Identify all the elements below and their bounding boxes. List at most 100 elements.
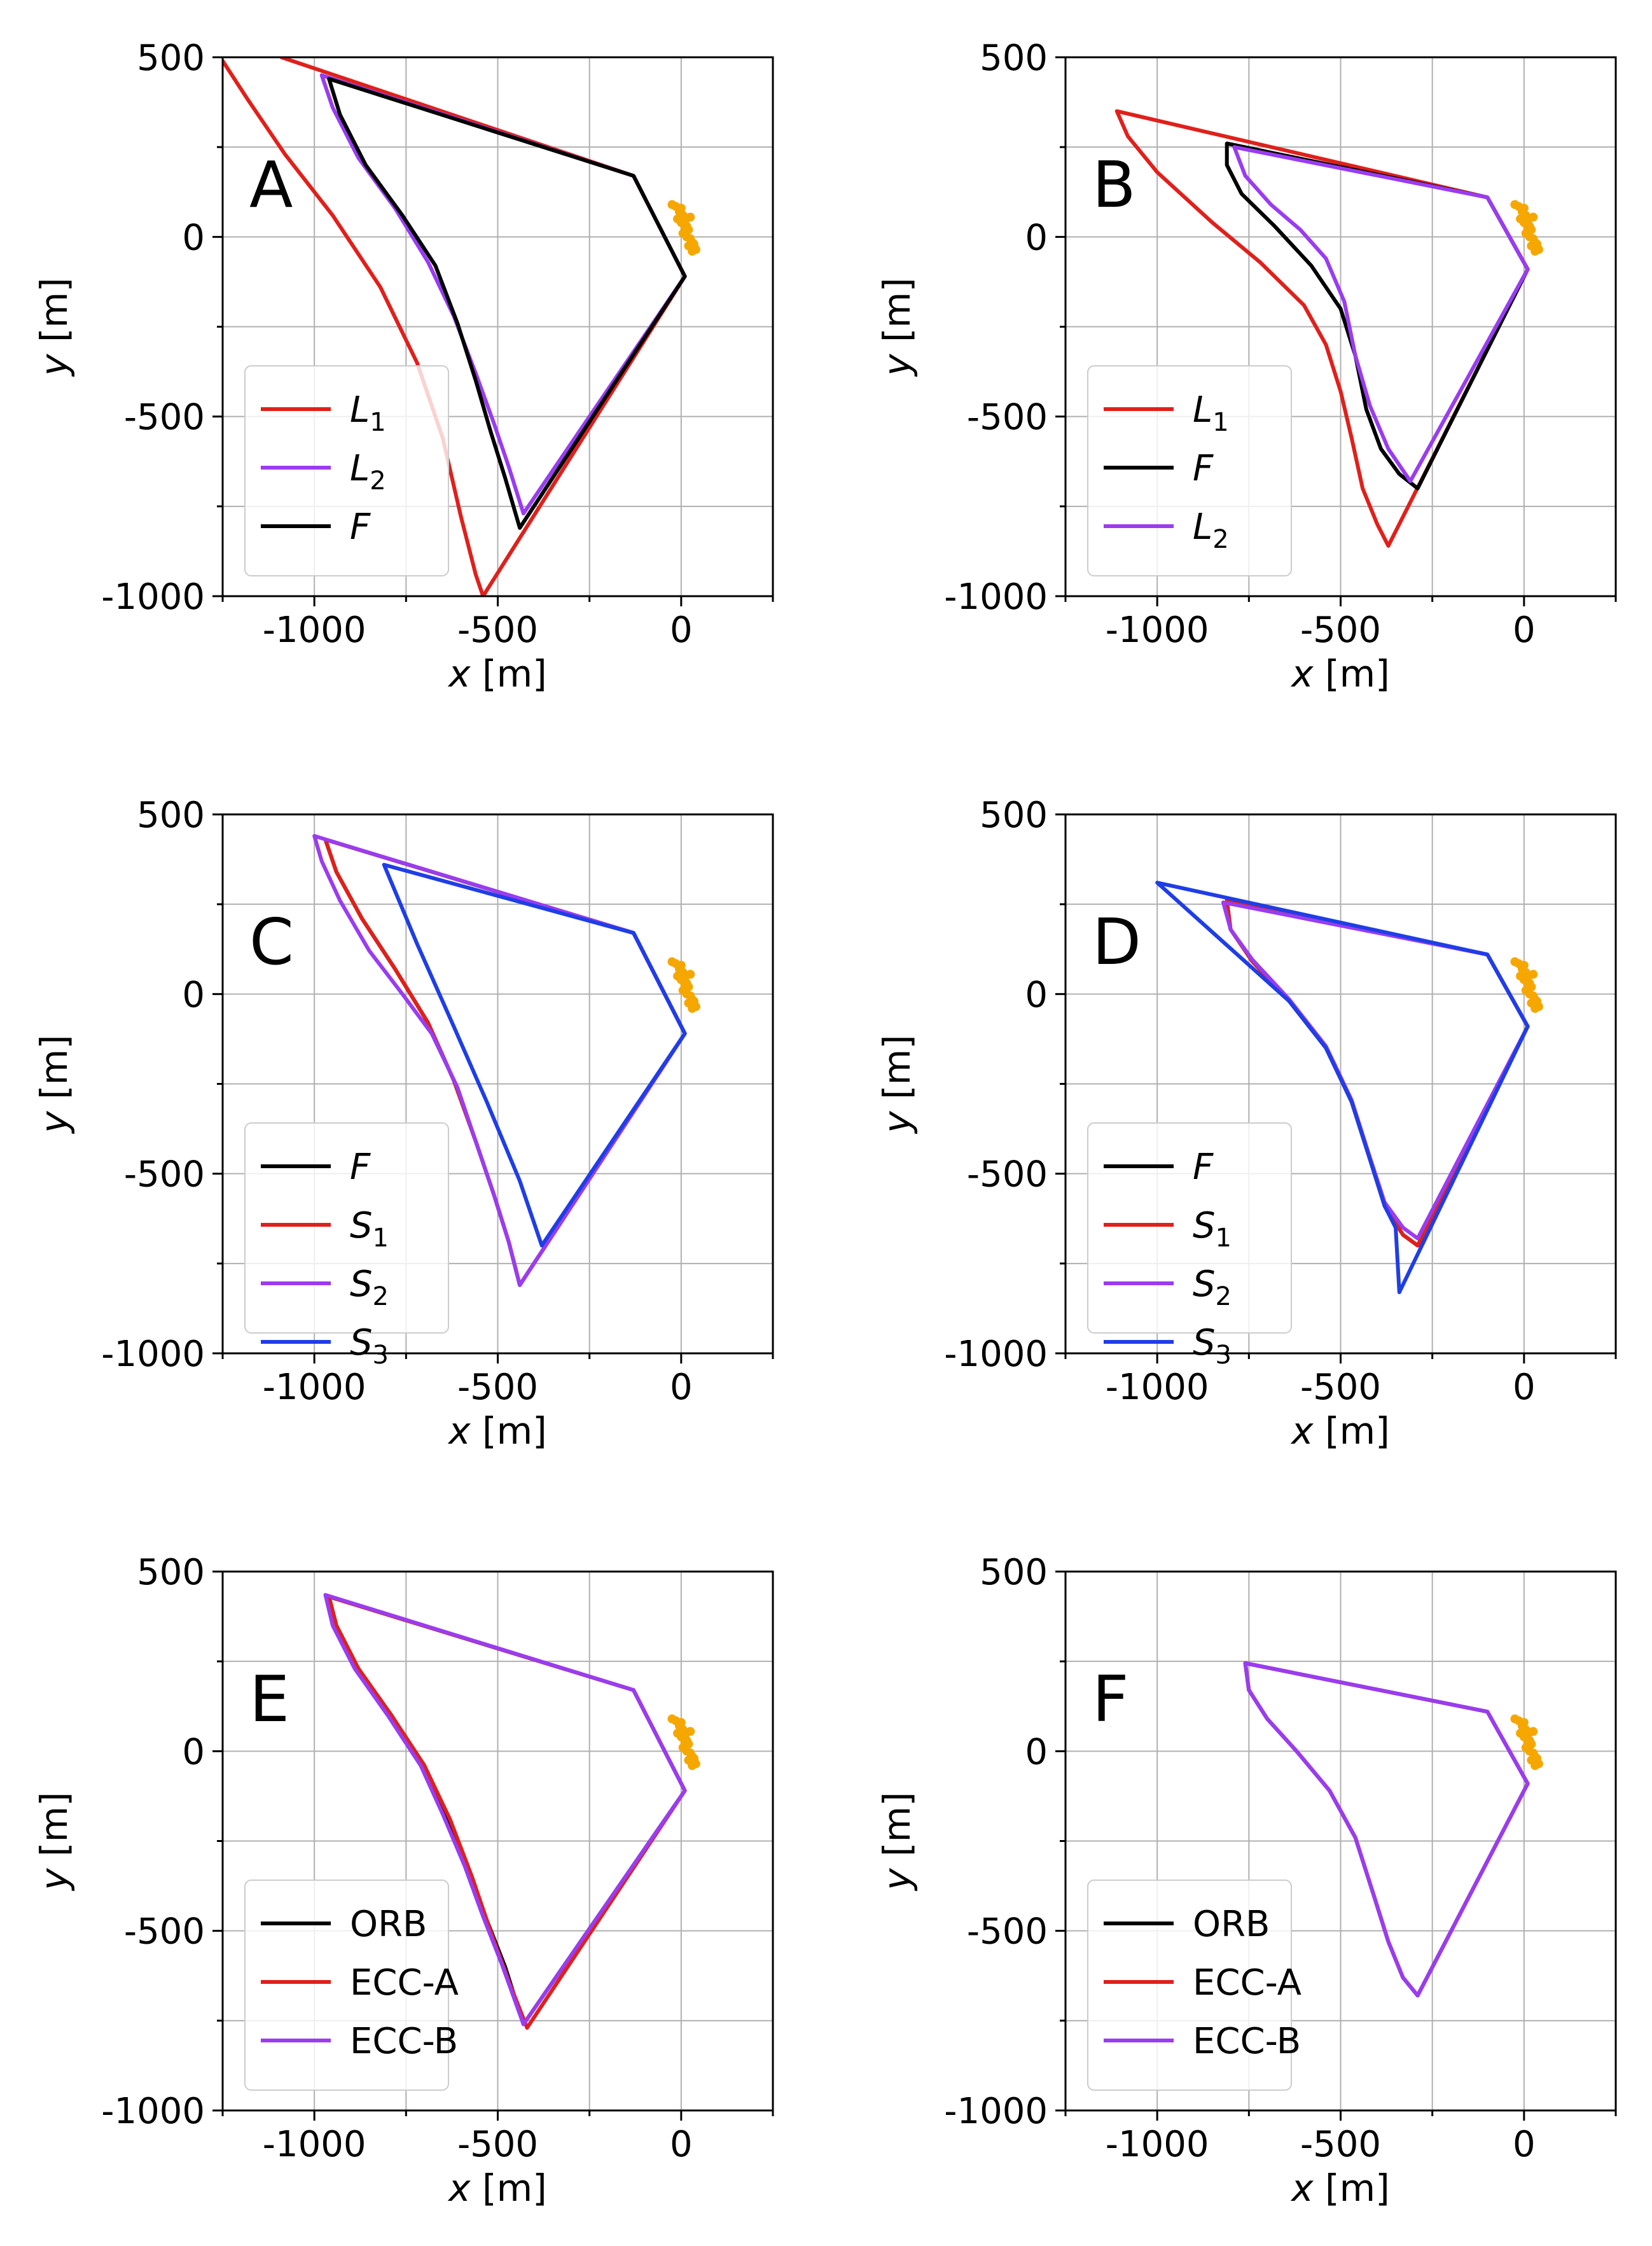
legend-label-main: ECC-A <box>350 1962 459 2004</box>
y-axis-label: y [m] <box>875 1035 919 1134</box>
x-axis-var: x <box>1290 652 1314 695</box>
target-point <box>680 980 690 990</box>
series-line-F <box>327 76 687 530</box>
legend-label-sub: 3 <box>373 1341 389 1370</box>
legend-label-main: L <box>350 448 370 489</box>
y-axis-var: y <box>32 1868 76 1892</box>
legend-label-sub: 2 <box>373 1282 389 1311</box>
series-line-S3 <box>382 863 687 1248</box>
series-line-ECC-B <box>323 1593 687 2026</box>
target-point <box>686 970 695 979</box>
target-point <box>1529 1727 1538 1736</box>
y-tick-label: 0 <box>1025 974 1048 1015</box>
series-line-S3 <box>1155 881 1530 1294</box>
target-points <box>667 957 700 1013</box>
legend-label-main: L <box>1193 506 1212 548</box>
panel-letter: A <box>249 148 293 222</box>
y-axis-unit: [m] <box>875 1035 919 1111</box>
x-axis-label: x [m] <box>1290 652 1390 695</box>
y-tick-label: 0 <box>1025 1731 1048 1773</box>
legend-label-S1: S1 <box>350 1205 389 1253</box>
legend-box <box>1087 1880 1292 2091</box>
target-point <box>688 1003 697 1013</box>
x-axis-var: x <box>447 2166 471 2210</box>
y-tick-label: 0 <box>182 217 205 258</box>
y-tick-label: -500 <box>124 1154 205 1196</box>
y-axis-var: y <box>32 1111 76 1134</box>
legend-label-L2: L2 <box>350 448 386 496</box>
target-point <box>686 213 695 222</box>
y-tick-label: 500 <box>980 38 1048 79</box>
legend-label-S3: S3 <box>1193 1322 1232 1370</box>
y-axis-label: y [m] <box>875 1792 919 1892</box>
legend-label-main: F <box>350 506 371 548</box>
legend-label-main: F <box>1193 448 1214 489</box>
y-tick-label: 0 <box>1025 217 1048 258</box>
y-axis-var: y <box>875 354 919 377</box>
ticks <box>1055 813 1617 1364</box>
y-axis-var: y <box>875 1111 919 1134</box>
x-tick-label: -1000 <box>263 2124 366 2165</box>
x-axis-var: x <box>447 1409 471 1453</box>
target-point <box>1523 223 1532 233</box>
x-tick-label: 0 <box>670 1367 693 1408</box>
target-point <box>1519 204 1529 213</box>
legend-label-F: F <box>350 506 371 548</box>
legend-label-main: L <box>1193 389 1212 431</box>
ticks <box>212 56 774 606</box>
y-axis-unit: [m] <box>32 1035 76 1111</box>
panel-letter: B <box>1092 148 1136 222</box>
target-points <box>667 200 700 256</box>
target-point <box>1523 1738 1532 1747</box>
legend-label-F: F <box>1193 448 1214 489</box>
legend-label-S2: S2 <box>350 1264 389 1311</box>
legend-label-F: F <box>350 1147 371 1188</box>
legend-label-sub: 3 <box>1216 1341 1232 1370</box>
ticks <box>1055 56 1617 606</box>
legend-label-main: F <box>350 1147 371 1188</box>
panel-letter: F <box>1092 1662 1129 1736</box>
series-lines <box>1243 1661 1530 1998</box>
legend-label-main: L <box>350 389 370 431</box>
y-tick-label: -500 <box>967 397 1048 438</box>
legend-label-L1: L1 <box>1193 389 1229 437</box>
legend-label-main: ECC-B <box>350 2021 458 2062</box>
target-point <box>1531 1761 1540 1770</box>
x-tick-label: -500 <box>457 610 538 651</box>
x-axis-var: x <box>1290 1409 1314 1453</box>
panel-letter: D <box>1092 905 1141 979</box>
legend-label-sub: 1 <box>1216 1224 1232 1253</box>
legend-box <box>244 365 449 576</box>
legend-box <box>1087 1122 1292 1334</box>
ticks <box>212 813 774 1364</box>
target-point <box>676 961 686 970</box>
y-tick-label: 500 <box>137 795 205 836</box>
series-lines <box>1155 881 1530 1294</box>
target-point <box>1529 213 1538 222</box>
y-tick-label: -1000 <box>944 1334 1048 1375</box>
x-tick-label: -1000 <box>263 1367 366 1408</box>
legend-label-main: S <box>350 1205 373 1246</box>
target-points <box>1510 957 1543 1013</box>
y-tick-label: -500 <box>967 1154 1048 1196</box>
x-tick-label: -500 <box>457 2124 538 2165</box>
y-axis-label: y [m] <box>32 277 76 377</box>
x-tick-label: -1000 <box>263 610 366 651</box>
x-tick-label: 0 <box>1513 2124 1536 2165</box>
target-point <box>1531 1003 1540 1013</box>
target-point <box>1523 980 1532 990</box>
legend-label-S2: S2 <box>1193 1264 1232 1311</box>
legend: ORB ECC-A ECC-B <box>1087 1880 1301 2091</box>
legend-label-sub: 1 <box>370 408 385 437</box>
x-axis-unit: [m] <box>471 652 547 695</box>
legend: L1 F L2 <box>1087 365 1292 576</box>
series-line-L2 <box>1232 145 1530 484</box>
legend-box <box>1087 365 1292 576</box>
legend-label-L2: L2 <box>1193 506 1229 554</box>
x-axis-label: x [m] <box>447 2166 547 2210</box>
y-tick-label: -1000 <box>944 2091 1048 2132</box>
